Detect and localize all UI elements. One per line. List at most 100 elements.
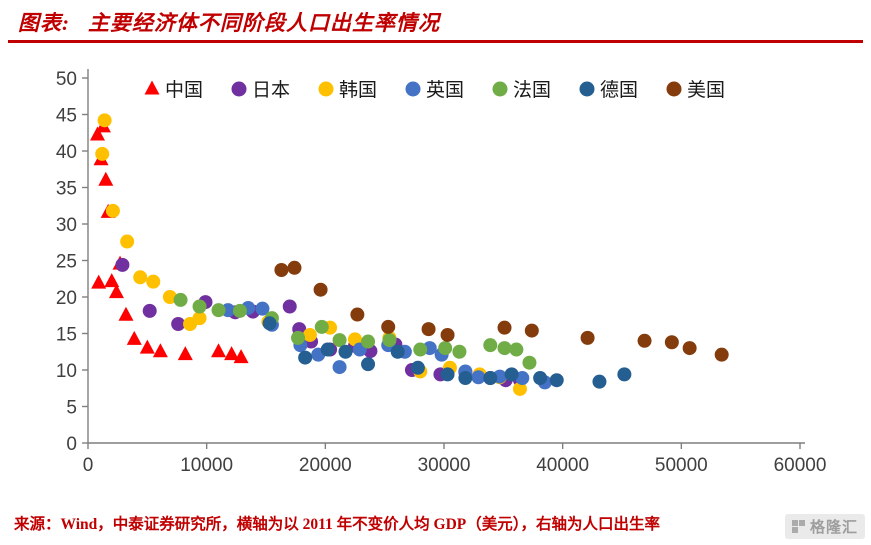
data-point-germany [262,316,277,331]
y-tick-label: 25 [56,252,77,273]
y-tick-label: 45 [56,106,77,127]
data-point-france [232,303,247,318]
data-point-france [413,342,428,357]
data-point-france [483,338,498,353]
data-point-korea [105,203,120,218]
y-tick-label: 50 [56,69,77,90]
data-point-germany [390,344,405,359]
data-point-china [139,339,155,354]
data-point-korea [97,113,112,128]
data-point-china [177,346,193,361]
watermark-logo-icon [791,520,805,533]
data-point-usa [637,333,652,348]
data-point-germany [617,367,632,382]
watermark-text: 格隆汇 [809,519,858,536]
data-point-france [382,333,397,348]
y-tick-label: 30 [56,215,77,236]
data-point-korea [192,311,207,326]
x-tick-label: 0 [83,455,94,476]
data-point-france [509,342,524,357]
data-point-japan [115,257,130,272]
data-point-japan [142,303,157,318]
title-divider [8,40,863,43]
data-point-france [438,341,453,356]
data-point-china [108,284,124,299]
data-point-france [173,292,188,307]
data-point-korea [512,381,527,396]
data-point-uk [332,360,347,375]
data-point-uk [255,301,270,316]
data-point-usa [287,260,302,275]
data-point-usa [524,323,539,338]
figure-header: 图表: 主要经济体不同阶段人口出生率情况 [18,7,440,37]
data-point-france [192,299,207,314]
data-point-germany [440,367,455,382]
data-point-usa [497,320,512,335]
figure-label: 图表: [18,11,70,35]
data-point-germany [298,350,313,365]
x-tick-label: 50000 [655,455,708,476]
data-point-usa [381,319,396,334]
data-point-china [98,171,114,186]
legend-label-uk: 英国 [426,79,464,101]
y-tick-label: 15 [56,325,77,346]
legend-marker-uk [405,81,421,97]
legend-label-japan: 日本 [252,79,290,101]
page-title: 主要经济体不同阶段人口出生率情况 [88,11,440,35]
data-point-china [104,273,120,288]
data-point-korea [146,274,161,289]
source-text: 来源：Wind，中泰证券研究所，横轴为以 2011 年不变价人均 GDP（美元）… [14,516,661,533]
x-tick-label: 20000 [299,455,352,476]
data-point-germany [504,367,519,382]
data-point-usa [714,347,729,362]
legend-marker-germany [579,81,595,97]
y-tick-label: 10 [56,361,77,382]
legend-label-china: 中国 [165,79,203,101]
data-point-usa [664,335,679,350]
data-point-china [126,330,142,345]
data-point-japan [282,299,297,314]
data-point-korea [162,290,177,304]
data-point-usa [421,322,436,337]
data-point-france [291,330,306,345]
data-point-korea [120,234,135,249]
source-note: 来源：Wind，中泰证券研究所，横轴为以 2011 年不变价人均 GDP（美元）… [14,512,792,534]
data-point-japan [171,317,186,332]
x-tick-label: 40000 [536,455,589,476]
data-point-germany [549,373,564,388]
legend-marker-china [144,80,160,95]
data-point-france [314,319,329,334]
data-point-korea [95,146,110,161]
x-tick-label: 60000 [774,455,827,476]
y-tick-label: 0 [66,434,77,455]
data-point-france [522,355,537,370]
data-point-usa [313,282,328,297]
data-point-usa [274,262,289,277]
x-tick-label: 10000 [180,455,233,476]
legend-marker-france [492,81,508,97]
x-tick-label: 30000 [418,455,471,476]
data-point-china [118,306,134,321]
data-point-usa [682,341,697,356]
data-point-germany [533,371,548,386]
legend-marker-japan [231,81,247,97]
data-point-germany [592,374,607,389]
data-point-uk [471,370,486,385]
data-point-uk [515,371,530,386]
data-point-china [211,343,227,358]
data-point-germany [483,371,498,386]
data-point-china [233,349,249,364]
data-point-germany [410,360,425,375]
legend-label-france: 法国 [513,79,551,101]
data-point-usa [350,307,365,322]
data-point-korea [302,327,317,342]
data-point-france [452,344,467,359]
data-point-china [152,343,168,358]
legend-label-germany: 德国 [600,79,638,101]
legend-marker-usa [666,81,682,97]
data-point-france [211,303,226,318]
data-point-germany [361,357,376,372]
y-tick-label: 20 [56,288,77,309]
data-point-germany [338,344,353,359]
